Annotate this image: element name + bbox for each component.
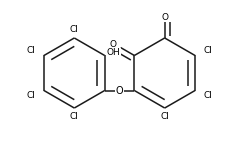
- Text: O: O: [161, 13, 168, 22]
- Text: Cl: Cl: [160, 112, 169, 121]
- Text: Cl: Cl: [27, 46, 35, 55]
- Text: Cl: Cl: [70, 25, 79, 34]
- Text: Cl: Cl: [70, 112, 79, 121]
- Text: O: O: [110, 40, 117, 49]
- Text: Cl: Cl: [204, 91, 212, 100]
- Text: Cl: Cl: [204, 46, 212, 55]
- Text: Cl: Cl: [27, 91, 35, 100]
- Text: O: O: [116, 86, 123, 95]
- Text: OH: OH: [107, 48, 121, 57]
